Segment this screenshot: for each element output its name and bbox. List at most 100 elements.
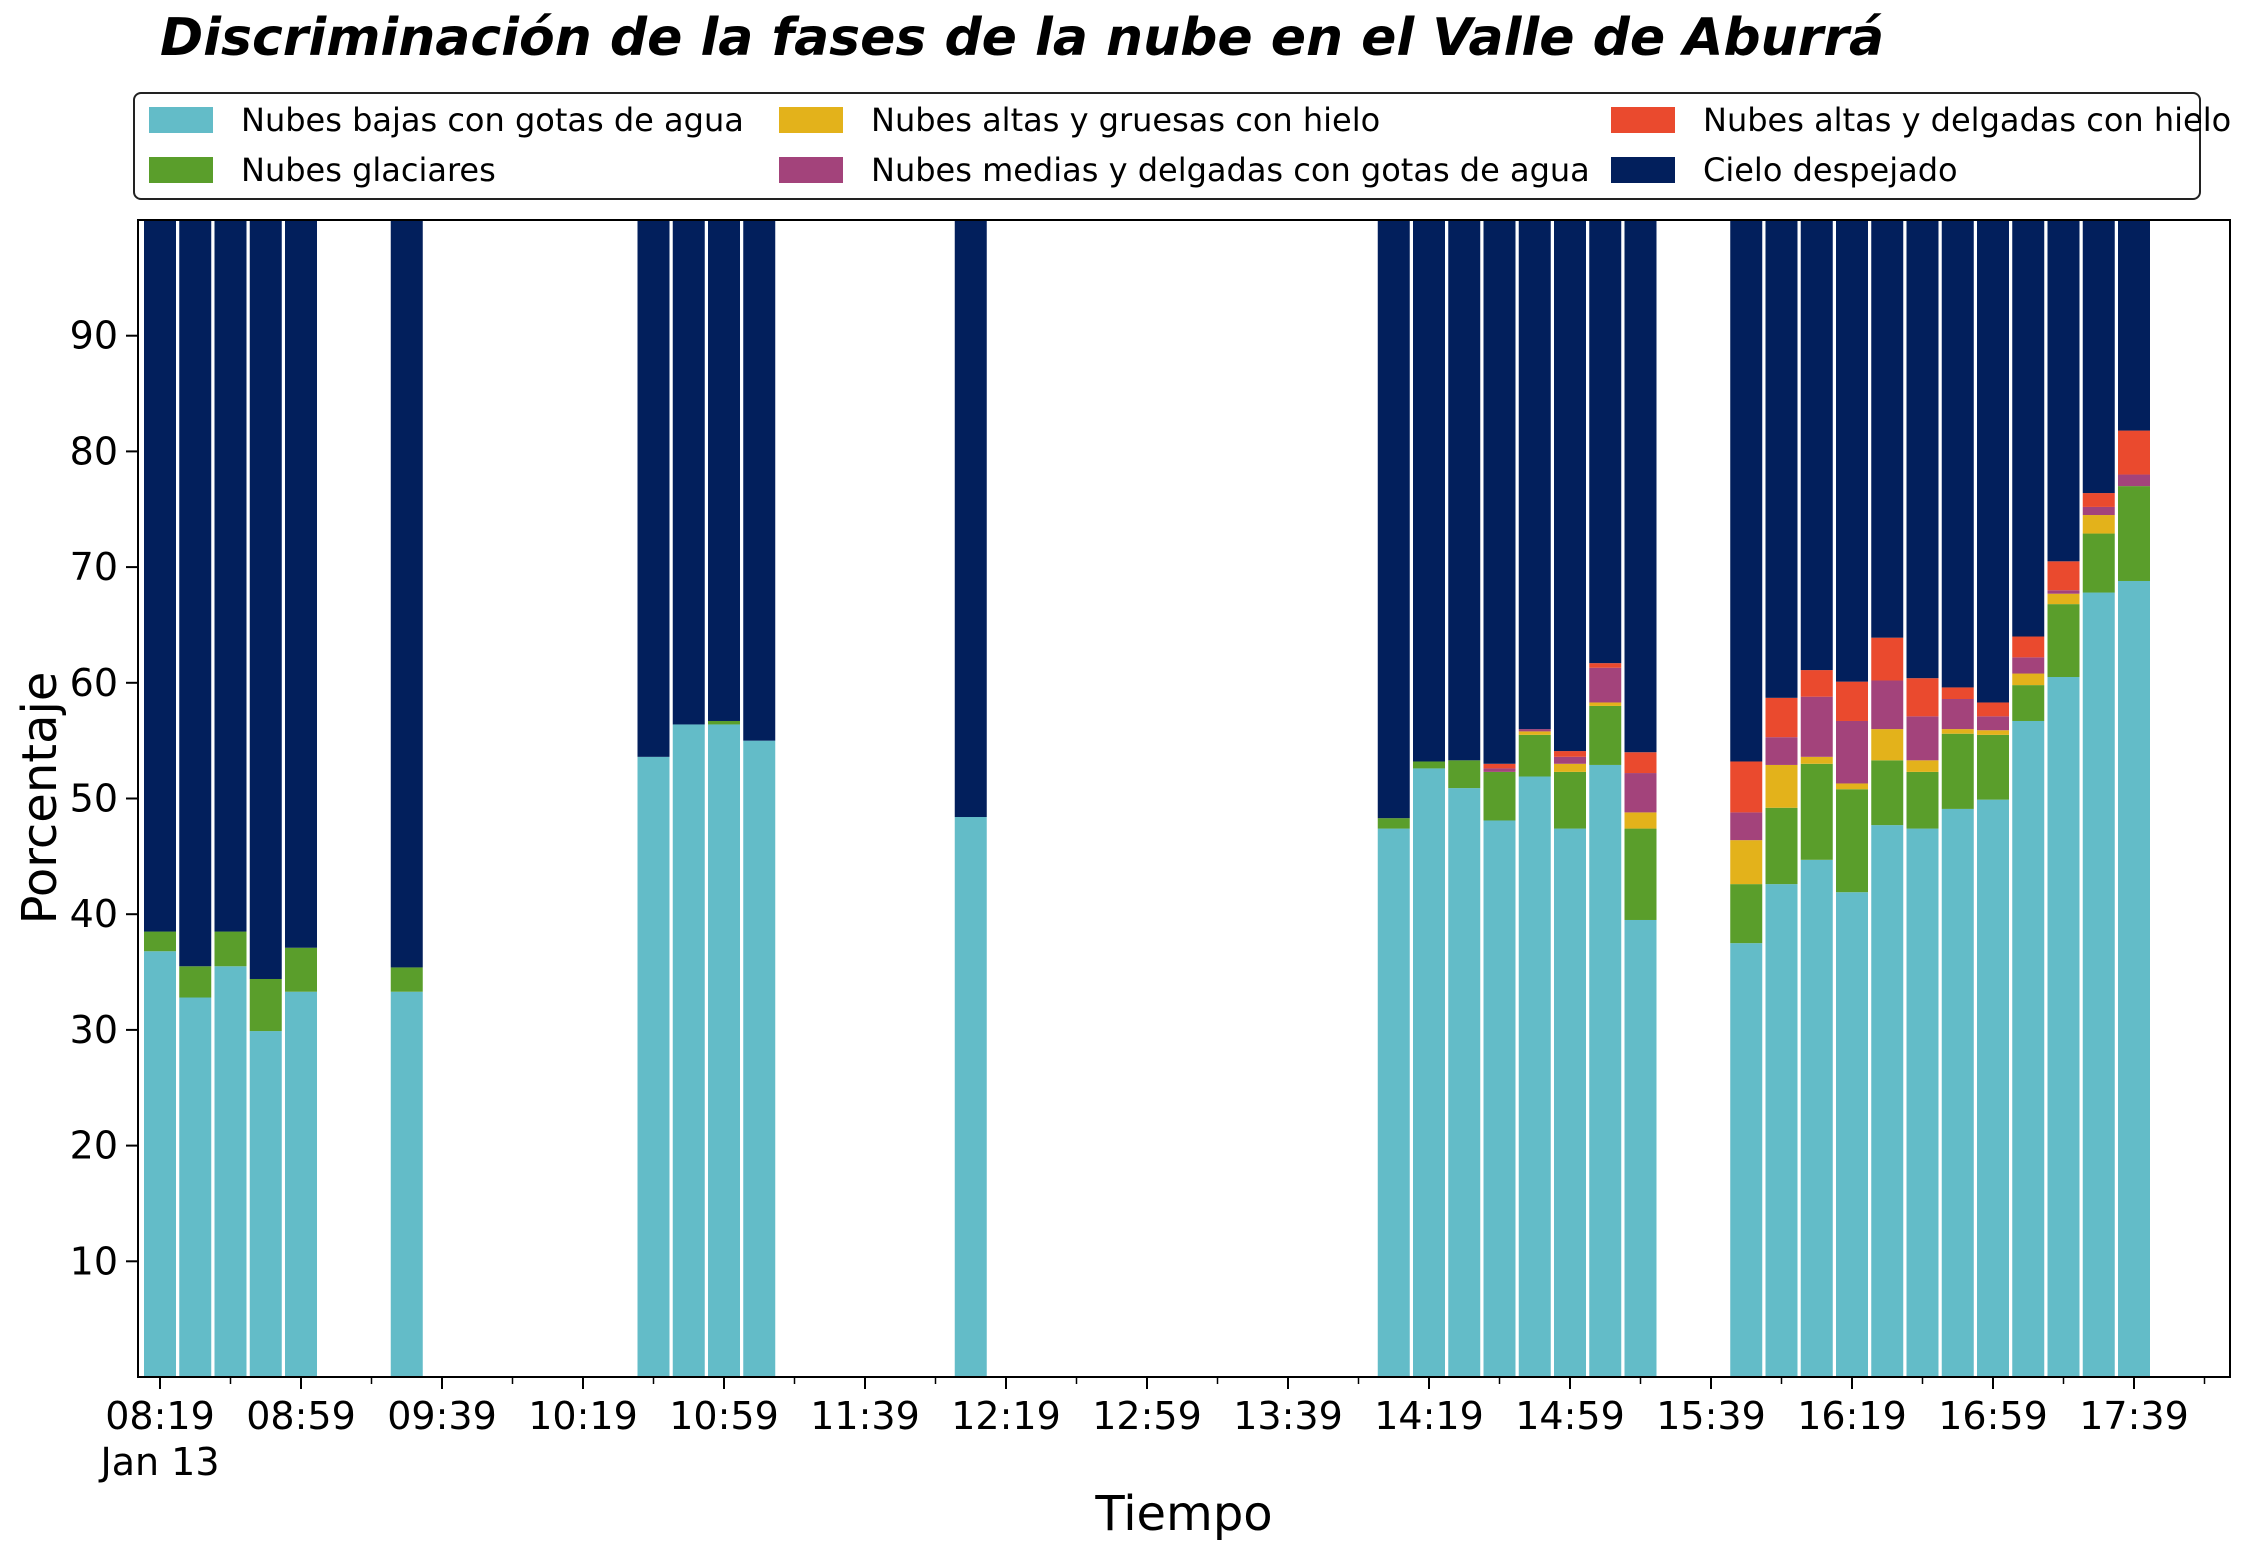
bar-segment <box>249 1031 282 1377</box>
bar-segment <box>1906 716 1939 761</box>
x-tick-label: 13:39 <box>1233 1394 1343 1438</box>
bar-segment <box>637 756 670 1377</box>
bar-segment <box>1448 760 1481 789</box>
bar-segment <box>1941 699 1974 730</box>
bar-segment <box>2047 604 2080 678</box>
legend-swatch <box>779 157 843 183</box>
bar-segment <box>1977 799 2009 1377</box>
bar-segment <box>1977 220 2009 703</box>
bar-segment <box>1765 697 1798 738</box>
bar-segment <box>390 220 423 968</box>
bar-segment <box>1589 220 1622 664</box>
bar-segment <box>1977 734 2009 800</box>
bar-segment <box>1624 919 1657 1377</box>
legend-label: Nubes medias y delgadas con gotas de agu… <box>871 151 1590 189</box>
legend-label: Nubes glaciares <box>241 151 496 189</box>
bar-segment <box>743 740 776 1377</box>
y-tick-label: 90 <box>70 314 118 358</box>
bar-segment <box>1624 220 1657 753</box>
bar-segment <box>1554 771 1586 829</box>
bar-segment <box>1871 220 1904 638</box>
bar-segment <box>2082 515 2115 534</box>
bar-segment <box>144 931 176 952</box>
y-tick-label: 80 <box>70 429 118 473</box>
x-tick-label: 08:59 <box>246 1394 356 1438</box>
bar-segment <box>1554 763 1586 772</box>
bar-segment <box>1554 756 1586 764</box>
bar-segment <box>708 720 740 725</box>
bar-segment <box>1730 220 1763 762</box>
bar-segment <box>1906 678 1939 717</box>
bar-segment <box>285 947 317 992</box>
bar-segment <box>1941 808 1974 1377</box>
y-tick-label: 10 <box>70 1239 118 1283</box>
bar-segment <box>1448 788 1481 1377</box>
bar-segment <box>2082 493 2115 507</box>
bar-segment <box>1800 696 1833 757</box>
x-tick-label: 16:59 <box>1938 1394 2048 1438</box>
bar-segment <box>1589 764 1622 1377</box>
legend-swatch <box>1611 107 1675 133</box>
bars-layer <box>144 220 2150 1378</box>
bar-segment <box>1589 667 1622 703</box>
bar-segment <box>1836 220 1868 682</box>
x-tick-label: 08:19 <box>105 1394 215 1438</box>
bar-segment <box>1730 884 1763 944</box>
bar-segment <box>1836 720 1868 784</box>
legend-item-low-water: Nubes bajas con gotas de agua <box>149 101 744 139</box>
bar-segment <box>1906 771 1939 829</box>
x-tick-label: 09:39 <box>387 1394 497 1438</box>
bar-segment <box>1977 730 2009 735</box>
bar-segment <box>1518 220 1551 730</box>
legend-swatch <box>779 107 843 133</box>
bar-segment <box>1518 729 1551 732</box>
bar-segment <box>1518 731 1551 735</box>
bar-segment <box>1871 637 1904 681</box>
bar-segment <box>1800 763 1833 860</box>
bar-segment <box>2012 673 2045 686</box>
legend-swatch <box>1611 157 1675 183</box>
x-tick-label: 10:59 <box>669 1394 779 1438</box>
bar-segment <box>1871 825 1904 1377</box>
bar-segment <box>1377 828 1410 1377</box>
bar-segment <box>1554 828 1586 1377</box>
bar-segment <box>1589 702 1622 706</box>
bar-segment <box>1624 812 1657 829</box>
bar-segment <box>1836 681 1868 721</box>
bar-segment <box>954 220 987 818</box>
legend-swatch <box>149 107 213 133</box>
bar-segment <box>708 220 740 721</box>
y-tick-label: 30 <box>70 1008 118 1052</box>
bar-segment <box>2118 474 2150 487</box>
date-label: Jan 13 <box>98 1440 219 1484</box>
y-tick-label: 70 <box>70 545 118 589</box>
x-tick-label: 12:59 <box>1092 1394 1202 1438</box>
bar-segment <box>1977 716 2009 731</box>
legend-swatch <box>149 157 213 183</box>
bar-segment <box>2082 533 2115 593</box>
bar-segment <box>1906 828 1939 1377</box>
bar-segment <box>144 220 176 932</box>
bar-segment <box>2047 561 2080 591</box>
bar-segment <box>1730 812 1763 841</box>
bar-segment <box>1871 680 1904 730</box>
x-tick-label: 10:19 <box>528 1394 638 1438</box>
bar-segment <box>2118 580 2150 1377</box>
legend-item-high-thin-ice: Nubes altas y delgadas con hielo <box>1611 101 2231 139</box>
legend-item-clear-sky: Cielo despejado <box>1611 151 1958 189</box>
bar-segment <box>179 220 212 967</box>
bar-segment <box>2012 685 2045 721</box>
legend-label: Cielo despejado <box>1703 151 1958 189</box>
bar-segment <box>1800 859 1833 1377</box>
bar-segment <box>1765 220 1798 698</box>
bar-segment <box>1800 756 1833 764</box>
bar-segment <box>1941 220 1974 688</box>
bar-segment <box>1906 760 1939 772</box>
y-tick-label: 20 <box>70 1124 118 1168</box>
legend-item-mid-thin-water: Nubes medias y delgadas con gotas de agu… <box>779 151 1590 189</box>
x-tick-label: 11:39 <box>810 1394 920 1438</box>
bar-segment <box>2047 593 2080 605</box>
bar-segment <box>2082 506 2115 516</box>
bar-segment <box>2012 220 2045 637</box>
bar-segment <box>2012 636 2045 658</box>
